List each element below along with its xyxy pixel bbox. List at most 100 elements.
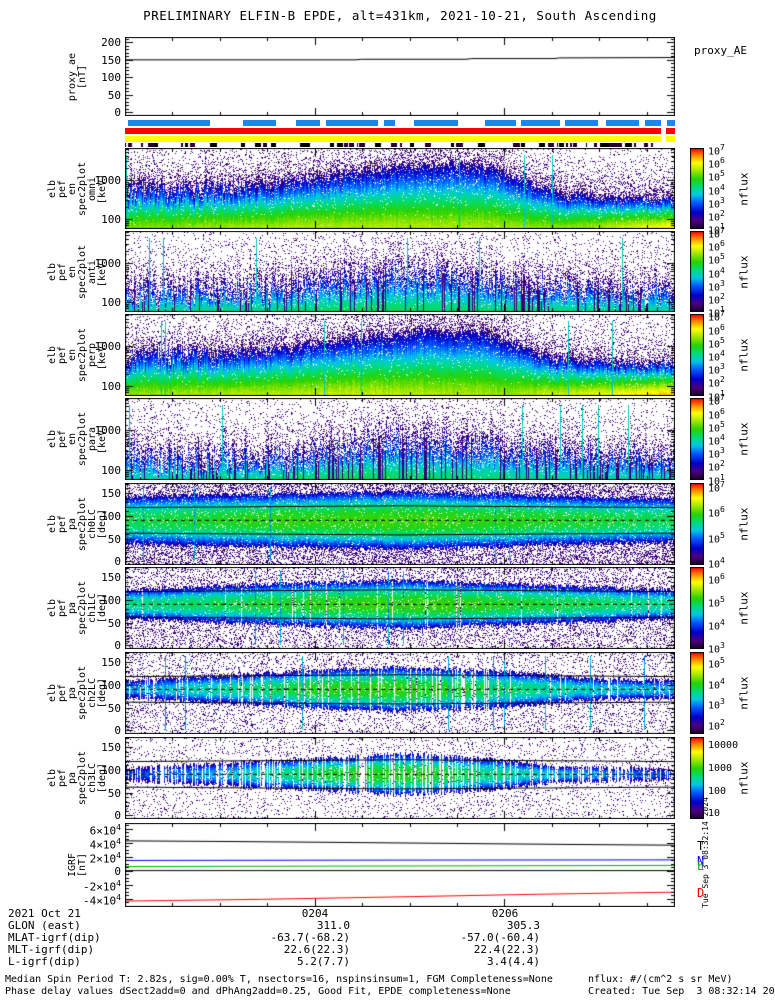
colorbar-en_anti (690, 231, 704, 312)
glon-label: GLON (east) (8, 919, 81, 932)
availability-yellow-segment (665, 136, 675, 142)
x-tick-label-0206: 0206 (491, 907, 519, 920)
colorbar-tick-label: 101 (708, 221, 725, 237)
ytick-label-proxy_ae: 50 (107, 88, 121, 102)
colorbar-tick-label: 102 (708, 459, 725, 474)
availability-blue-segment (295, 120, 321, 126)
availability-blue-segment (383, 120, 395, 126)
glon-value-2: 305.3 (506, 919, 540, 932)
panel-pa_ch0 (125, 483, 675, 565)
panel-en_para (125, 398, 675, 480)
mlt-value-2: 22.4(22.3) (473, 943, 540, 956)
series-label-T: T (697, 839, 705, 854)
panel-en_perp (125, 314, 675, 396)
colorbar-tick-label: 102 (708, 375, 725, 390)
colorbar-tick-label: 101 (708, 472, 725, 487)
availability-yellow-segment (125, 136, 662, 142)
x-tick-label-0204: 0204 (301, 907, 329, 920)
colorbar-pa_ch1 (690, 567, 704, 649)
ytick-label-pa_ch3: 100 (101, 763, 121, 777)
colorbar-unit-en_para: nflux (728, 398, 762, 480)
colorbar-tick-label: 10000 (708, 740, 739, 752)
ytick-label-pa_ch2: 150 (101, 656, 121, 670)
ytick-label-pa_ch2: 0 (114, 724, 121, 738)
colorbar-tick-label: 106 (708, 505, 725, 520)
series-label-D: D (697, 886, 705, 901)
ytick-label-igrf: -2×104 (83, 878, 121, 894)
footer-created: Created: Tue Sep 3 08:32:14 2024 (588, 986, 775, 997)
ytick-label-igrf: 2×104 (89, 850, 121, 866)
colorbar-tick-label: 106 (708, 572, 725, 587)
colorbar-tick-label: 106 (708, 322, 725, 337)
colorbar-unit-label: nflux (738, 507, 751, 541)
colorbar-tick-label: 107 (708, 479, 725, 494)
availability-blue-segment (565, 120, 598, 126)
footer-nflux-units: nflux: #/(cm^2 s sr MeV) (588, 974, 733, 985)
colorbar-tick-label: 105 (708, 335, 725, 351)
ytick-label-en_anti: 1000 (94, 256, 122, 270)
lshell-value-2: 3.4(4.4) (487, 955, 540, 968)
ytick-label-pa_ch1: 100 (101, 593, 121, 607)
availability-blue-segment (325, 120, 378, 126)
ytick-label-en_para: 100 (101, 463, 121, 477)
panel-pa_ch2 (125, 652, 675, 734)
ytick-label-pa_ch3: 50 (107, 786, 121, 800)
colorbar-tick-label: 101 (708, 388, 725, 403)
availability-blue-segment (666, 120, 675, 126)
colorbar-tick-label: 103 (708, 362, 725, 377)
ytick-label-pa_ch0: 150 (101, 487, 121, 501)
mlat-label: MLAT-igrf(dip) (8, 931, 101, 944)
ytick-label-pa_ch1: 150 (101, 571, 121, 585)
colorbar-unit-label: nflux (738, 422, 751, 456)
colorbar-tick-label: 104 (708, 349, 725, 364)
availability-yellow (125, 136, 675, 142)
colorbar-tick-label: 105 (708, 169, 725, 184)
ytick-label-igrf: 4×104 (89, 836, 121, 852)
mlt-value-1: 22.6(22.3) (283, 943, 350, 956)
colorbar-tick-label: 103 (708, 640, 725, 656)
colorbar-tick-label: 104 (708, 265, 725, 280)
ytick-label-pa_ch0: 50 (107, 532, 121, 546)
colorbar-tick-label: 107 (708, 226, 725, 241)
availability-blue-segment (127, 120, 211, 126)
colorbar-unit-pa_ch0: nflux (728, 483, 762, 565)
mlat-value-1: -63.7(-68.2) (270, 931, 350, 944)
availability-red-segment (665, 128, 675, 134)
availability-blue (125, 120, 675, 126)
colorbar-tick-label: 104 (708, 182, 725, 197)
availability-blue-segment (413, 120, 458, 126)
axis-row-mlat: MLAT-igrf(dip) -63.7(-68.2) -57.0(-60.4) (0, 931, 775, 944)
colorbar-tick-label: 107 (708, 309, 725, 324)
ytick-label-pa_ch3: 0 (114, 809, 121, 823)
availability-red (125, 128, 675, 134)
ytick-label-proxy_ae: 100 (101, 71, 121, 85)
ytick-label-en_perp: 1000 (94, 340, 122, 354)
panel-pa_ch3 (125, 737, 675, 819)
ytick-label-en_para: 1000 (94, 424, 122, 438)
colorbar-tick-label: 106 (708, 156, 725, 171)
ytick-label-proxy_ae: 150 (101, 53, 121, 67)
colorbar-tick-label: 105 (708, 419, 725, 435)
ytick-label-proxy_ae: 0 (114, 106, 121, 120)
colorbar-unit-en_anti: nflux (728, 231, 762, 312)
colorbar-tick-label: 104 (708, 676, 725, 692)
colorbar-tick-label: 105 (708, 595, 725, 610)
panel-igrf (125, 823, 675, 907)
colorbar-tick-label: 104 (708, 433, 725, 448)
colorbar-unit-en_perp: nflux (728, 314, 762, 396)
colorbar-tick-label: 1000 (708, 762, 733, 774)
mlat-value-2: -57.0(-60.4) (460, 931, 540, 944)
plot-title: PRELIMINARY ELFIN-B EPDE, alt=431km, 202… (143, 8, 657, 23)
right-label-proxy_ae: proxy_AE (694, 44, 747, 57)
colorbar-tick-label: 100 (708, 785, 727, 797)
footer-phase-delay: Phase delay values dSect2add=0 and dPhAn… (5, 986, 511, 997)
ytick-label-en_omni: 100 (101, 212, 121, 226)
axis-date-label: 2021 Oct 21 (8, 907, 81, 920)
ytick-label-pa_ch1: 0 (114, 639, 121, 653)
colorbar-unit-label: nflux (738, 591, 751, 625)
ytick-label-pa_ch3: 150 (101, 741, 121, 755)
ylabel-text-en_omni: elb pef en spec2plot omni [keV] (47, 161, 108, 216)
colorbar-tick-label: 107 (708, 393, 725, 408)
availability-blue-segment (606, 120, 640, 126)
